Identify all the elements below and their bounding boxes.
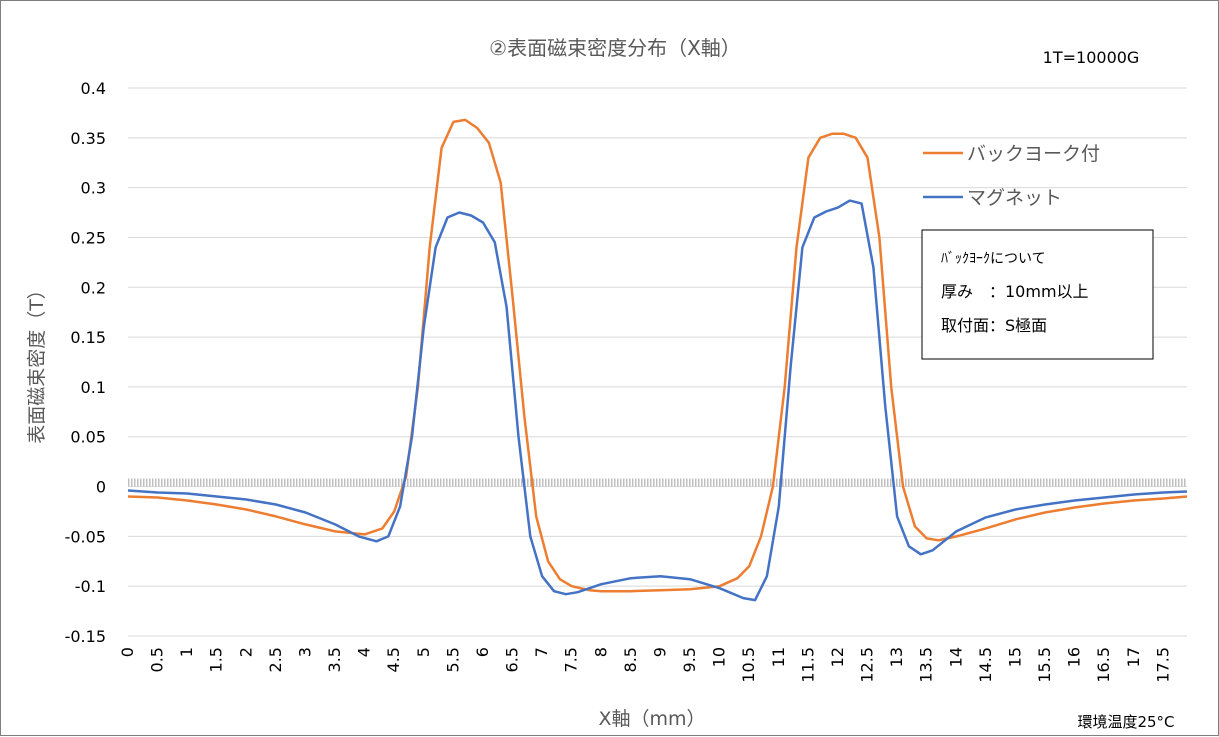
x-tick-label: 12: [828, 647, 847, 667]
x-tick-label: 5: [414, 647, 433, 657]
x-tick-label: 15.5: [1035, 647, 1054, 683]
y-tick-label: -0.05: [65, 527, 106, 546]
x-axis-title: X軸（mm）: [598, 708, 705, 730]
x-tick-label: 15: [1005, 647, 1024, 667]
x-tick-label: 7: [532, 647, 551, 657]
x-tick-label: 14: [946, 647, 965, 667]
x-tick-label: 13.5: [917, 647, 936, 683]
y-tick-label: 0.3: [81, 179, 106, 198]
x-tick-label: 16: [1065, 647, 1084, 667]
legend-label-backyoke: バックヨーク付: [967, 143, 1100, 165]
x-tick-label: 7.5: [562, 647, 581, 672]
legend: バックヨーク付 マグネット: [923, 143, 1100, 209]
x-tick-label: 6.5: [503, 647, 522, 672]
grid-layer: [128, 88, 1187, 636]
x-tick-label: 10: [710, 647, 729, 667]
x-tick-label: 1.5: [207, 647, 226, 672]
annotation-box: ﾊﾞｯｸﾖｰｸについて 厚み ：10mm以上 取付面：S極面: [922, 230, 1153, 359]
annotation-line-1: ﾊﾞｯｸﾖｰｸについて: [941, 251, 1046, 267]
y-tick-label: 0.35: [70, 129, 106, 148]
x-tick-label: 8.5: [621, 647, 640, 672]
y-tick-label: 0.1: [81, 378, 106, 397]
x-tick-label: 10.5: [739, 647, 758, 683]
y-tick-label: 0.4: [81, 79, 106, 98]
x-tick-label: 16.5: [1094, 647, 1113, 683]
x-tick-label: 4: [355, 647, 374, 657]
x-tick-label: 9: [650, 647, 669, 657]
x-tick-label: 4.5: [384, 647, 403, 672]
y-tick-label: 0.05: [70, 428, 106, 447]
x-tick-label: 6: [473, 647, 492, 657]
y-tick-label: 0.25: [70, 228, 106, 247]
x-tick-label: 3.5: [325, 647, 344, 672]
legend-label-magnet: マグネット: [967, 187, 1062, 209]
x-tick-label: 1: [177, 647, 196, 657]
x-tick-label: 11.5: [798, 647, 817, 683]
x-tick-label: 12.5: [858, 647, 877, 683]
y-axis-title: 表面磁束密度（T）: [26, 280, 48, 444]
x-tick-label: 13: [887, 647, 906, 667]
y-tick-labels: 0.4 0.35 0.3 0.25 0.2 0.15 0.1 0.05 0 -0.05 -0.1 -0…: [65, 79, 106, 646]
annotation-line-2: 厚み ：10mm以上: [941, 282, 1089, 301]
y-tick-label: -0.1: [75, 577, 106, 596]
x-tick-label: 17: [1124, 647, 1143, 667]
x-tick-label: 0: [118, 647, 137, 657]
x-tick-label: 14.5: [976, 647, 995, 683]
y-tick-label: 0.2: [81, 278, 106, 297]
chart-title: ②表面磁束密度分布（X軸）: [489, 36, 741, 60]
temperature-note: 環境温度25°C: [1077, 713, 1174, 731]
y-tick-label: 0: [96, 478, 106, 497]
x-tick-label: 8: [591, 647, 610, 657]
annotation-line-3: 取付面：S極面: [941, 316, 1047, 335]
x-tick-label: 2: [236, 647, 255, 657]
y-tick-label: 0.15: [70, 328, 106, 347]
x-tick-label: 5.5: [443, 647, 462, 672]
y-tick-label: -0.15: [65, 627, 106, 646]
x-tick-label: 3: [295, 647, 314, 657]
x-tick-label: 11: [769, 647, 788, 667]
unit-note: 1T=10000G: [1043, 48, 1140, 67]
x-tick-label: 0.5: [148, 647, 167, 672]
x-tick-labels: 0 0.5 1 1.5 2 2.5 3 3.5 4 4.5 5 5.5 6 6.5 7 7.5 8 8.5 9 9.5…: [118, 647, 1172, 683]
x-tick-label: 17.5: [1153, 647, 1172, 683]
x-tick-label: 2.5: [266, 647, 285, 672]
x-tick-label: 9.5: [680, 647, 699, 672]
